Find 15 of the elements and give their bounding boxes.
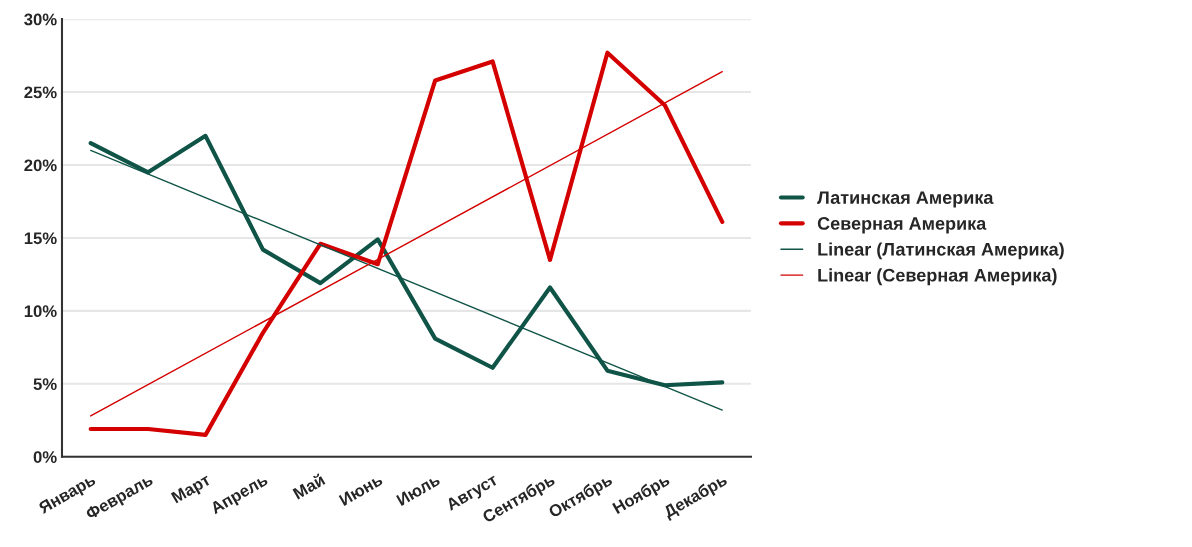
y-tick-label: 10%: [24, 305, 57, 318]
y-tick-label: 30%: [24, 13, 57, 26]
x-tick-label: Май: [292, 473, 326, 500]
legend-label: Латинская Америка: [817, 191, 994, 208]
x-tick-label: Июль: [396, 473, 441, 507]
legend-label: Linear (Латинская Америка): [818, 242, 1064, 260]
y-tick-label: 15%: [24, 232, 57, 245]
x-tick-label: Июнь: [338, 473, 384, 507]
legend-label: Северная Америка: [817, 217, 987, 234]
y-tick-label: 5%: [33, 378, 57, 391]
legend-label: Linear (Северная Америка): [818, 268, 1057, 286]
y-tick-label: 25%: [24, 86, 57, 99]
x-tick-label: Март: [170, 473, 213, 507]
y-tick-label: 0%: [33, 451, 57, 463]
y-tick-label: 20%: [24, 159, 57, 172]
